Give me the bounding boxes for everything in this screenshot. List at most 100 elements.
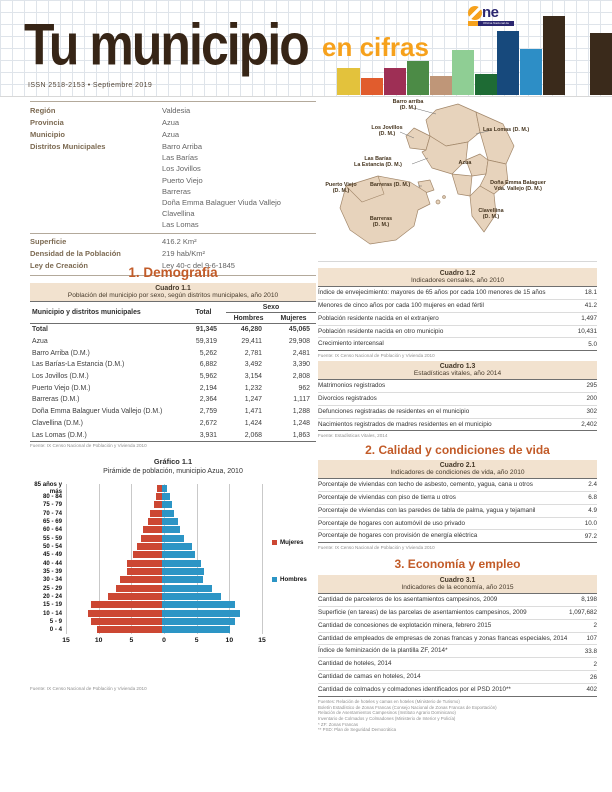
map-label-los-jovillos: Los Jovillos (D. M.) xyxy=(371,125,403,138)
legend-item-hombres: Hombres xyxy=(272,576,307,583)
pyramid-age-label: 50 - 54 xyxy=(43,542,62,550)
deco-bar xyxy=(497,31,519,95)
gridline xyxy=(164,484,165,634)
pyramid-bar-hombres xyxy=(162,559,201,567)
cell-mujeres: 962 xyxy=(298,384,311,392)
cell-total: 5,962 xyxy=(199,373,217,381)
pyramid-bar-hombres xyxy=(162,601,236,609)
pyramid-row: 35 - 39 xyxy=(32,567,264,575)
pyramid-age-label: 35 - 39 xyxy=(43,567,62,575)
municipality-info-table: Región Valdesia Provincia Azua Municipio… xyxy=(30,101,316,276)
pyramid-plot-row xyxy=(64,551,260,559)
info-row-ley: Ley de Creación Ley 40-c del 9-6-1845 xyxy=(30,260,316,276)
cell-name: Barro Arriba (D.M.) xyxy=(32,349,90,357)
deco-bar xyxy=(361,78,383,95)
map-leader-line xyxy=(413,107,437,115)
table-row: Puerto Viejo (D.M.) 2,194 1,232 962 xyxy=(30,382,316,394)
cell-total: 5,262 xyxy=(199,349,217,357)
gridline xyxy=(131,484,133,634)
legend-swatch-mujeres xyxy=(272,540,277,545)
district-item: Barreras xyxy=(162,186,191,196)
pyramid-plot-row xyxy=(64,601,260,609)
pyramid-bar-hombres xyxy=(162,517,178,525)
pyramid-bar-mujeres xyxy=(150,509,162,517)
pyramid-bar-hombres xyxy=(162,609,240,617)
info-value: 416.2 Km² xyxy=(162,236,197,246)
table-row: Población residente nacida en el extranj… xyxy=(318,311,597,325)
page-title: Tu municipio xyxy=(24,13,310,79)
pyramid-bar-hombres xyxy=(162,584,212,592)
cell-value: 1,497 xyxy=(581,315,597,323)
district-item: Las Barías xyxy=(162,153,198,163)
district-item: Doña Emma Balaguer Viuda Vallejo xyxy=(162,198,281,208)
pyramid-bar-hombres xyxy=(162,617,236,625)
x-tick-label: 10 xyxy=(94,637,103,644)
chart-fuente: Fuente: IX Censo Nacional de Población y… xyxy=(30,686,147,691)
table-row: Cantidad de empleados de empresas de zon… xyxy=(318,631,597,645)
map-label-barro-arriba: Barro arriba (D. M.) xyxy=(392,99,424,112)
pyramid-plot-row xyxy=(64,626,260,634)
pyramid-row: 25 - 29 xyxy=(32,584,264,592)
pyramid-row: 20 - 24 xyxy=(32,592,264,600)
table-row: Índice de envejecimiento: mayores de 65 … xyxy=(318,287,597,299)
pyramid-bar-mujeres xyxy=(157,484,162,492)
x-tick-label: 5 xyxy=(194,637,199,644)
cuadro-3-1-footnotes: Fuentes: Relación de hoteles y camas en … xyxy=(318,699,597,733)
pyramid-plot-row xyxy=(64,559,260,567)
cell-value: 10,431 xyxy=(577,328,597,335)
cell-total: 3,931 xyxy=(199,431,217,439)
cell-value: 18.1 xyxy=(584,289,597,297)
cell-hombres: 29,411 xyxy=(241,338,262,346)
pyramid-bar-mujeres xyxy=(137,542,162,550)
info-label: Distritos Municipales xyxy=(30,142,106,151)
pyramid-plot-row xyxy=(64,517,260,525)
cell-mujeres: 1,248 xyxy=(292,419,310,427)
table-row: Barreras (D.M.) 2,364 1,247 1,117 xyxy=(30,394,316,406)
map-label-barreras-pointer: Barreras (D. M.) xyxy=(370,182,411,188)
population-pyramid-chart: 85 años y más 80 - 84 75 - 79 70 - 74 65 - 6… xyxy=(30,481,316,667)
col-header-sexo-group: Sexo Hombres Mujeres xyxy=(226,302,316,323)
cell-hombres: 3,492 xyxy=(244,361,262,369)
deco-bar xyxy=(384,68,406,95)
pyramid-age-label: 70 - 74 xyxy=(43,509,62,517)
cell-label: Población residente nacida en el extranj… xyxy=(318,314,439,322)
cell-total: 59,319 xyxy=(195,338,217,346)
table-row: Los Jovillos (D.M.) 5,962 3,154 2,808 xyxy=(30,371,316,383)
cell-label: Matrimonios registrados xyxy=(318,382,386,389)
gridline xyxy=(66,484,67,634)
gridline xyxy=(229,484,231,634)
pyramid-plot-row xyxy=(64,501,260,509)
cell-value: 200 xyxy=(586,395,597,403)
info-label: Superficie xyxy=(30,236,67,246)
page-subtitle: en cifras xyxy=(322,32,429,62)
cell-name: Azua xyxy=(32,338,48,346)
pyramid-bar-mujeres xyxy=(127,559,162,567)
cell-label: Cantidad de empleados de empresas de zon… xyxy=(318,634,568,642)
gridline xyxy=(98,484,100,634)
district-item: Los Jovillos xyxy=(162,164,201,174)
deco-bar xyxy=(543,16,565,95)
table-row: Porcentaje de hogares con provisión de e… xyxy=(318,529,597,542)
cuadro-1-1: Cuadro 1.1 Población del municipio por s… xyxy=(30,283,316,448)
pyramid-age-label: 40 - 44 xyxy=(43,559,62,567)
info-row-region: Región Valdesia xyxy=(30,105,316,117)
pyramid-age-label: 30 - 34 xyxy=(43,576,62,584)
one-logo-o-icon xyxy=(468,6,482,20)
gridline xyxy=(196,484,198,634)
cell-value: 1,097,682 xyxy=(568,609,597,617)
pyramid-plot-row xyxy=(64,567,260,575)
pyramid-bar-mujeres xyxy=(141,534,162,542)
pyramid-age-label: 75 - 79 xyxy=(43,501,62,509)
chart-title: Gráfico 1.1 xyxy=(153,457,193,466)
map-label-azua: Azua xyxy=(458,160,472,166)
cuadro-title: Cuadro 1.3 xyxy=(439,362,476,370)
pyramid-bar-hombres xyxy=(162,542,193,550)
pyramid-row: 15 - 19 xyxy=(32,601,264,609)
table-row: Porcentaje de viviendas con piso de tier… xyxy=(318,490,597,504)
cell-value: 6.8 xyxy=(588,494,597,502)
cell-hombres: 1,247 xyxy=(244,396,262,404)
footnote: Relación de Asentamientos Campesinos (In… xyxy=(318,710,456,716)
cuadro-title: Cuadro 3.1 xyxy=(439,576,476,584)
section-heading-calidad: 2. Calidad y condiciones de vida xyxy=(365,443,550,457)
